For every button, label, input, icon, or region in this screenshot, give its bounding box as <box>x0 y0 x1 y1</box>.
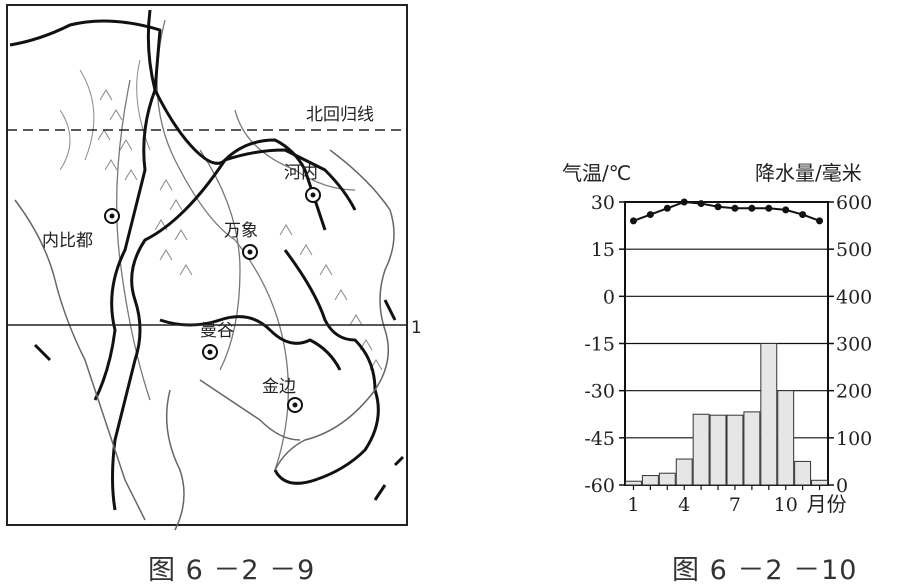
precip-bar <box>675 458 693 486</box>
city-marker-dot <box>207 349 213 355</box>
precip-tick-label: 100 <box>836 428 872 450</box>
temp-tick-label: 0 <box>603 286 615 308</box>
islands <box>33 299 405 501</box>
city-marker-dot <box>292 402 298 408</box>
precip-bar <box>726 414 744 486</box>
temperature-point <box>731 204 739 212</box>
x-axis-unit: 月份 <box>807 492 847 516</box>
precip-bar <box>641 475 659 486</box>
temperature-point <box>782 206 790 214</box>
temperature-point <box>816 217 824 225</box>
precip-tick-label: 600 <box>836 192 872 214</box>
temperature-point <box>663 204 671 212</box>
city-label: 曼谷 <box>200 321 234 341</box>
city-label: 内比都 <box>42 231 93 251</box>
temp-tick-label: -60 <box>584 475 615 497</box>
precip-bar <box>692 413 710 486</box>
tropic-of-cancer-label: 北回归线 <box>306 105 374 125</box>
temp-tick-label: -45 <box>584 428 615 450</box>
precip-bar <box>658 472 676 486</box>
precip-axis-title: 降水量/毫米 <box>755 161 862 185</box>
latitude-15-label: 15° <box>411 318 420 338</box>
precip-bar <box>794 460 812 486</box>
country-borders <box>9 9 380 511</box>
temp-tick-label: 15 <box>591 239 615 261</box>
coastline <box>14 149 395 531</box>
figure-caption-right: 图 6 －2 －10 <box>672 555 858 586</box>
precip-tick-label: 400 <box>836 286 872 308</box>
precip-bar <box>625 480 642 486</box>
precip-tick-label: 500 <box>836 239 872 261</box>
figure-caption-left: 图 6 －2 －9 <box>148 555 316 586</box>
city-marker-dot <box>247 249 253 255</box>
month-tick-label: 7 <box>729 494 741 516</box>
temp-axis-title: 气温/℃ <box>562 161 631 185</box>
climate-chart: 气温/℃ 降水量/毫米 30150-15-30-45-6060050040030… <box>562 161 872 516</box>
month-tick-label: 10 <box>774 494 798 516</box>
city-label: 河内 <box>284 163 318 183</box>
temperature-line <box>633 200 820 222</box>
temperature-point <box>646 211 654 219</box>
precip-bar <box>760 343 778 486</box>
temp-tick-label: -15 <box>584 334 615 356</box>
temp-tick-label: 30 <box>591 192 615 214</box>
chart-body: 30 15 0 -15 -30 -45 -60 600 500 400 300 200 100 0 1 4 7 1… <box>584 192 872 516</box>
precip-bar <box>743 411 761 486</box>
city-label: 金边 <box>262 377 296 397</box>
precip-tick-label: 0 <box>836 475 848 497</box>
temperature-point <box>799 211 807 219</box>
precip-tick-label: 200 <box>836 381 872 403</box>
temperature-point <box>629 217 637 225</box>
city-label: 万象 <box>224 221 258 241</box>
map-frame <box>6 4 408 526</box>
temp-tick-label: -30 <box>584 381 615 403</box>
precip-tick-label: 300 <box>836 334 872 356</box>
city-marker-dot <box>310 192 316 198</box>
temperature-point <box>765 204 773 212</box>
month-tick-label: 1 <box>627 494 639 516</box>
temperature-point <box>714 203 722 211</box>
city-marker-dot <box>109 213 115 219</box>
temperature-point <box>697 200 705 208</box>
temperature-point <box>748 204 756 212</box>
temperature-point <box>680 198 688 206</box>
precip-bar <box>811 479 829 486</box>
month-tick-label: 4 <box>678 494 690 516</box>
precip-bar <box>709 414 727 486</box>
precip-bar <box>777 390 795 486</box>
